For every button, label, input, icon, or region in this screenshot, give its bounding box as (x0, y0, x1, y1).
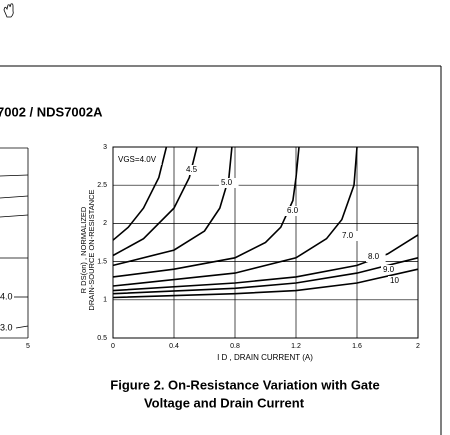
label-bg (381, 265, 401, 275)
x-tick-label: 2 (416, 343, 420, 350)
fragment-label: 4.0 (0, 291, 13, 301)
x-tick-label: 0 (111, 343, 115, 350)
caption: Figure 2. On-Resistance Variation with G… (110, 377, 379, 392)
curve-label: 4.5 (186, 165, 198, 174)
hand-icon (3, 3, 14, 18)
curve-label: 9.0 (383, 265, 395, 274)
y-axis-label: DRAIN-SOURCE ON-RESISTANCE (87, 189, 96, 310)
curve (112, 268, 419, 299)
y-tick-label: 1.5 (97, 258, 107, 265)
fragment-label: 3.0 (0, 322, 13, 332)
caption: Voltage and Drain Current (144, 395, 305, 410)
y-tick-label: 2.5 (97, 182, 107, 189)
curve-label: VGS=4.0V (118, 155, 157, 164)
curve (112, 146, 300, 278)
label-bg (285, 206, 305, 216)
header: 7002 / NDS7002A (0, 104, 103, 119)
curve-label: 5.0 (221, 178, 233, 187)
curve (112, 146, 358, 287)
y-axis-label: R DS(on) , NORMALIZED (79, 206, 88, 293)
label-bg (116, 155, 162, 165)
x-tick-label: 0.4 (169, 343, 179, 350)
curve (112, 146, 168, 241)
x-axis-label: I D , DRAIN CURRENT (A) (217, 353, 313, 362)
curve-label: 7.0 (342, 231, 354, 240)
curve-label: 8.0 (368, 252, 380, 261)
curve (112, 234, 419, 292)
x-tick-label: 1.2 (291, 343, 301, 350)
y-tick-label: 2 (103, 220, 107, 227)
y-tick-label: 1 (103, 297, 107, 304)
label-bg (219, 178, 239, 188)
x-tick-label: 1.6 (352, 343, 362, 350)
curve (112, 146, 233, 267)
label-bg (340, 231, 360, 241)
left-fragment (0, 147, 29, 339)
label-bg (184, 165, 204, 175)
curve-label: 10 (390, 276, 399, 285)
label-bg (388, 276, 403, 286)
fragment-tick: 5 (26, 343, 30, 350)
curve (112, 257, 419, 295)
curve-label: 6.0 (287, 206, 299, 215)
y-tick-label: 0.5 (97, 335, 107, 342)
x-tick-label: 0.8 (230, 343, 240, 350)
y-tick-label: 3 (103, 144, 107, 151)
label-bg (366, 252, 386, 262)
